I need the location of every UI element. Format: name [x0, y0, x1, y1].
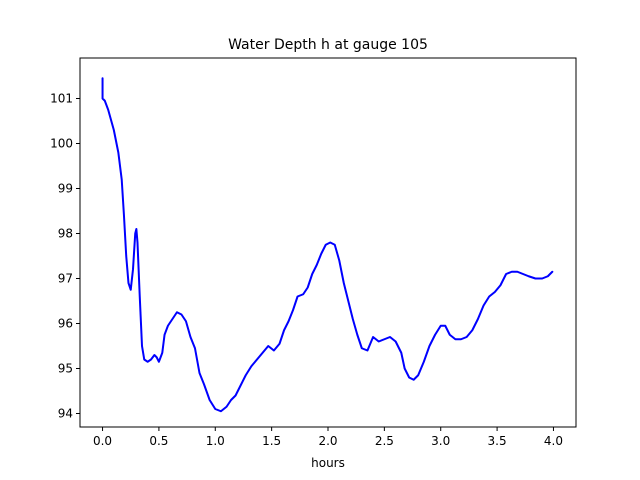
y-tick-label: 98 [58, 227, 73, 241]
chart-title: Water Depth h at gauge 105 [228, 37, 428, 53]
y-axis: 94 95 96 97 98 99 100 101 [50, 92, 80, 421]
x-tick-label: 2.0 [318, 434, 337, 448]
x-axis-label: hours [311, 456, 345, 470]
x-tick-label: 3.5 [488, 434, 507, 448]
y-tick-label: 100 [50, 137, 73, 151]
x-tick-label: 0.5 [149, 434, 168, 448]
y-tick-label: 99 [58, 182, 73, 196]
y-tick-label: 95 [58, 362, 73, 376]
x-tick-label: 1.5 [262, 434, 281, 448]
x-tick-label: 3.0 [431, 434, 450, 448]
x-tick-label: 2.5 [375, 434, 394, 448]
y-tick-label: 96 [58, 317, 73, 331]
y-tick-label: 97 [58, 272, 73, 286]
series-line-0 [101, 77, 554, 413]
x-tick-label: 1.0 [206, 434, 225, 448]
x-tick-label: 4.0 [544, 434, 563, 448]
y-tick-label: 101 [50, 92, 73, 106]
x-axis: 0.0 0.5 1.0 1.5 2.0 2.5 3.0 3.5 4.0 [93, 427, 563, 448]
y-tick-label: 94 [58, 407, 73, 421]
x-tick-label: 0.0 [93, 434, 112, 448]
